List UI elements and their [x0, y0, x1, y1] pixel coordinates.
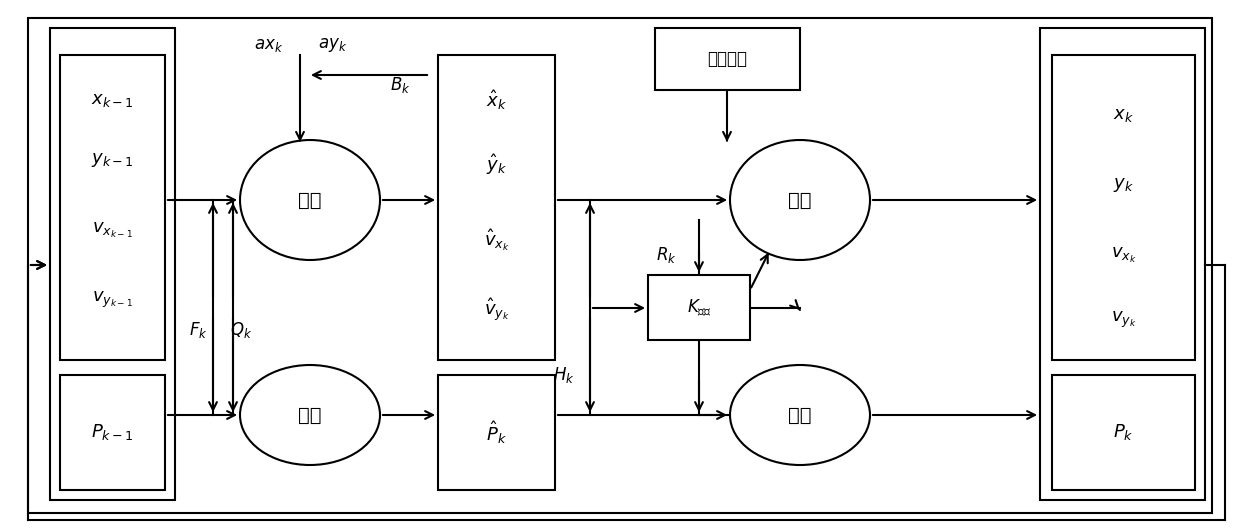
- Bar: [438, 55, 556, 360]
- Text: $K_{\text{增益}}$: $K_{\text{增益}}$: [687, 297, 712, 318]
- Text: $v_{y_k}$: $v_{y_k}$: [1111, 310, 1136, 330]
- Ellipse shape: [241, 365, 379, 465]
- Text: $B_k$: $B_k$: [391, 75, 410, 95]
- Text: $v_{x_k}$: $v_{x_k}$: [1111, 245, 1136, 264]
- Text: $\hat{v}_{y_k}$: $\hat{v}_{y_k}$: [484, 296, 510, 323]
- Text: 更新: 更新: [789, 191, 812, 210]
- Text: $\hat{v}_{x_k}$: $\hat{v}_{x_k}$: [484, 227, 510, 253]
- Ellipse shape: [730, 140, 870, 260]
- Text: 预测: 预测: [299, 191, 321, 210]
- Text: $ax_k$: $ax_k$: [254, 36, 283, 54]
- Bar: [649, 275, 750, 340]
- Text: $x_k$: $x_k$: [1114, 106, 1133, 124]
- Text: 更新: 更新: [789, 406, 812, 424]
- Text: $\hat{P}_k$: $\hat{P}_k$: [486, 419, 507, 446]
- Text: $\hat{x}_k$: $\hat{x}_k$: [486, 88, 507, 112]
- Bar: [655, 28, 800, 90]
- Bar: [50, 28, 175, 500]
- Text: $H_k$: $H_k$: [553, 365, 575, 385]
- Text: 深度信息: 深度信息: [708, 50, 748, 68]
- Text: $y_k$: $y_k$: [1114, 176, 1133, 194]
- Text: $P_k$: $P_k$: [1114, 423, 1133, 442]
- Bar: [60, 55, 165, 360]
- Text: $x_{k-1}$: $x_{k-1}$: [91, 91, 134, 109]
- Text: $\hat{y}_k$: $\hat{y}_k$: [486, 152, 507, 177]
- Bar: [60, 375, 165, 490]
- Bar: [1052, 375, 1195, 490]
- Text: $y_{k-1}$: $y_{k-1}$: [91, 151, 134, 169]
- Text: $Q_k$: $Q_k$: [229, 320, 252, 340]
- Text: $P_{k-1}$: $P_{k-1}$: [92, 423, 134, 442]
- Text: $F_k$: $F_k$: [190, 320, 208, 340]
- Text: $v_{x_{k-1}}$: $v_{x_{k-1}}$: [92, 220, 133, 239]
- Bar: [1040, 28, 1205, 500]
- Bar: [1052, 55, 1195, 360]
- Ellipse shape: [241, 140, 379, 260]
- Text: $R_k$: $R_k$: [656, 245, 677, 265]
- Text: $ay_k$: $ay_k$: [317, 36, 347, 54]
- Text: 预测: 预测: [299, 406, 321, 424]
- Ellipse shape: [730, 365, 870, 465]
- Text: $v_{y_{k-1}}$: $v_{y_{k-1}}$: [92, 290, 133, 310]
- Bar: [438, 375, 556, 490]
